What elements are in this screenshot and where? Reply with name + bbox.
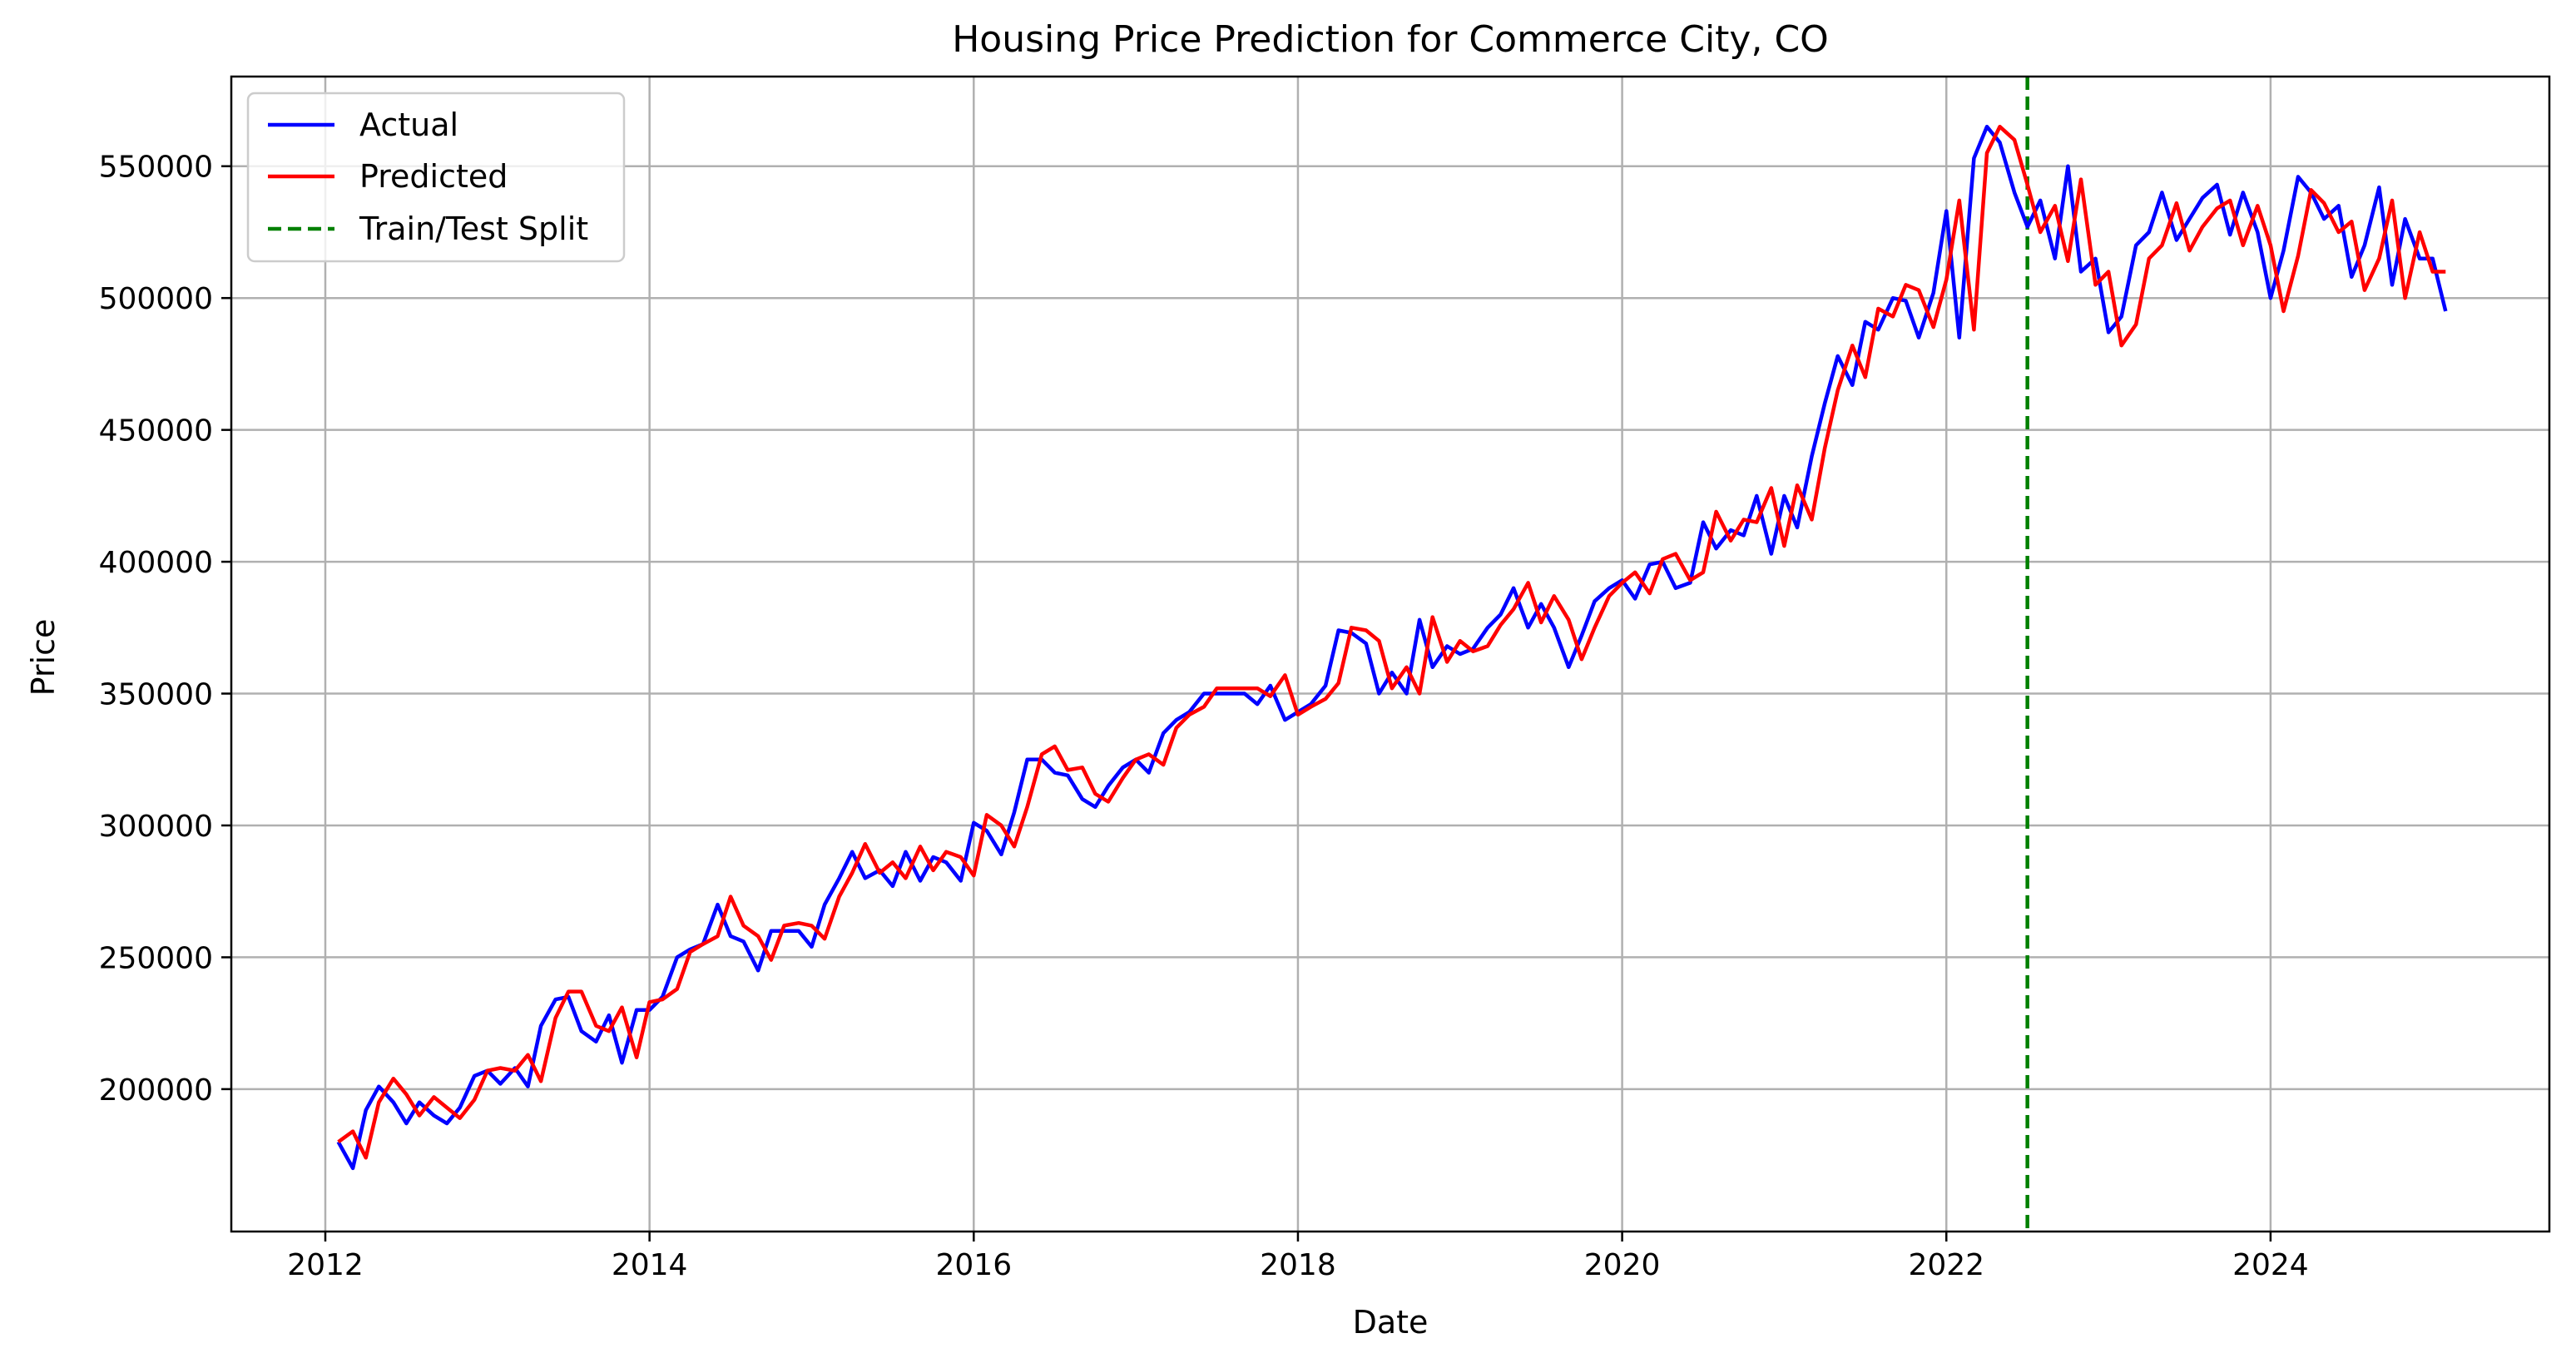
x-tick-label: 2016 [935,1248,1012,1282]
y-tick-label: 200000 [99,1073,213,1108]
series-line-predicted [337,124,2446,1160]
x-tick-label: 2012 [287,1248,364,1282]
y-tick-label: 550000 [99,151,213,185]
x-axis-label: Date [1353,1304,1429,1341]
y-tick-label: 450000 [99,414,213,449]
x-tick-label: 2018 [1260,1248,1336,1282]
y-tick-label: 400000 [99,546,213,580]
series-layer [336,124,2448,1171]
chart-title: Housing Price Prediction for Commerce Ci… [952,18,1829,61]
x-tick-label: 2022 [1908,1248,1984,1282]
y-ticks: 200000 250000 300000 350000 400000 450000 5000… [99,151,231,1108]
legend-box [246,92,626,263]
y-tick-label: 250000 [99,941,213,975]
y-tick-label: 300000 [99,810,213,844]
plot-background [231,77,2549,1232]
legend-split-label: Train/Test Split [359,211,588,247]
x-ticks: 2012 2014 2016 2018 2020 2022 2024 [287,1232,2309,1282]
x-tick-label: 2024 [2232,1248,2309,1282]
x-tick-label: 2014 [612,1248,688,1282]
legend: Actual Predicted Train/Test Split [246,92,626,263]
series-line-actual [336,124,2448,1171]
y-axis-label: Price [25,619,62,696]
legend-predicted-label: Predicted [359,158,508,195]
y-tick-label: 500000 [99,282,213,316]
plot-area: 2012 2014 2016 2018 2020 2022 2024 200000 25000… [99,75,2551,1282]
y-tick-label: 350000 [99,678,213,712]
x-tick-label: 2020 [1584,1248,1661,1282]
plot-frame [230,75,2551,1233]
legend-actual-label: Actual [359,107,458,143]
